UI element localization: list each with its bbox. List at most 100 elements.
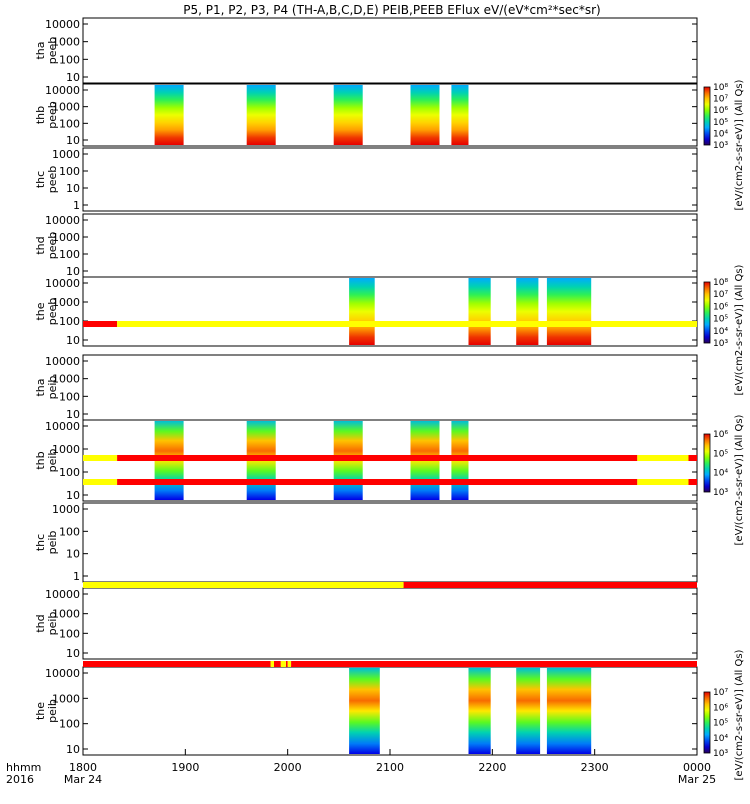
panel-frame bbox=[82, 276, 698, 347]
mode-bar bbox=[83, 661, 697, 667]
colorbar-tick-label: 10⁶ bbox=[713, 302, 728, 312]
panel-label-product: peeb bbox=[46, 37, 59, 65]
data-block bbox=[246, 85, 276, 145]
data-block bbox=[546, 668, 592, 754]
mode-segment bbox=[83, 321, 118, 327]
colorbar-tick-label: 10³ bbox=[713, 339, 728, 349]
colorbar-label: [eV/(cm2-s-sr-eV)] (All Qs) bbox=[734, 649, 745, 780]
y-tick-label: 1000 bbox=[52, 148, 80, 161]
colorbar-tick-label: 10³ bbox=[713, 749, 728, 759]
y-tick-label: 10000 bbox=[45, 420, 80, 433]
y-tick-label: 1000 bbox=[52, 373, 80, 386]
y-tick-label: 100 bbox=[59, 315, 80, 328]
y-tick-label: 10000 bbox=[45, 355, 80, 368]
y-tick-label: 1 bbox=[73, 199, 80, 212]
y-tick-label: 1000 bbox=[52, 692, 80, 705]
y-tick-label: 1000 bbox=[52, 231, 80, 244]
panel-frame bbox=[82, 587, 698, 660]
panel-label-probe: thd bbox=[34, 614, 47, 632]
x-tick-label: 2000 bbox=[274, 761, 302, 774]
y-tick-label: 1000 bbox=[52, 101, 80, 114]
colorbar-tick-label: 10³ bbox=[713, 141, 728, 151]
panel-label-product: peib bbox=[46, 612, 59, 636]
y-tick-label: 100 bbox=[59, 525, 80, 538]
panel-frame bbox=[82, 83, 698, 147]
y-tick-label: 100 bbox=[59, 248, 80, 261]
colorbar-tick-label: 10⁴ bbox=[713, 129, 728, 139]
colorbar-tick-label: 10⁷ bbox=[713, 688, 728, 698]
data-block bbox=[468, 278, 491, 345]
mode-segment bbox=[688, 479, 697, 485]
data-block bbox=[516, 278, 539, 345]
panel-label-probe: tha bbox=[34, 378, 47, 396]
data-block bbox=[349, 668, 380, 754]
y-tick-label: 10 bbox=[66, 647, 80, 660]
y-tick-label: 100 bbox=[59, 718, 80, 731]
colorbar-tick-label: 10⁴ bbox=[713, 327, 728, 337]
y-tick-label: 10000 bbox=[45, 667, 80, 680]
colorbar-scale bbox=[703, 281, 711, 344]
colorbar-tick-label: 10⁵ bbox=[713, 118, 728, 128]
colorbars-layer: 10³10⁴10⁵10⁶10⁷10⁸10³10⁴10⁵10⁶10⁷10⁸10³1… bbox=[703, 79, 745, 780]
colorbar-scale bbox=[703, 691, 711, 754]
panel-tha-peeb: 10 100 1000 10000 tha peeb bbox=[34, 17, 698, 84]
y-tick-label: 100 bbox=[59, 466, 80, 479]
panel-the-peeb: 10 100 1000 10000 the peeb bbox=[34, 276, 698, 347]
x-tick-label: 1800 bbox=[69, 761, 97, 774]
data-block bbox=[410, 85, 440, 145]
panel-thc-peib: 1 10 100 1000 thc peib bbox=[34, 502, 698, 583]
colorbar-label: [eV/(cm2-s-sr-eV)] (All Qs) bbox=[734, 264, 745, 395]
y-tick-label: 10000 bbox=[45, 588, 80, 601]
mode-segment bbox=[403, 582, 697, 588]
mode-segment bbox=[274, 661, 281, 667]
panel-frame bbox=[82, 502, 698, 583]
x-tick-label: 2100 bbox=[376, 761, 404, 774]
chart-title: P5, P1, P2, P3, P4 (TH-A,B,C,D,E) PEIB,P… bbox=[183, 3, 600, 17]
panel-label-probe: the bbox=[34, 702, 47, 720]
x-axis: 1800 1900 2000 2100 2200 2300 0000 Mar 24 Mar 25… bbox=[6, 749, 716, 786]
colorbar-tick-label: 10⁷ bbox=[713, 290, 728, 300]
y-tick-label: 1000 bbox=[52, 503, 80, 516]
colorbar-tick-label: 10⁸ bbox=[713, 83, 728, 93]
mode-bars-layer bbox=[83, 321, 698, 667]
panel-label-probe: thb bbox=[34, 451, 47, 469]
colorbar-tick-label: 10⁴ bbox=[713, 469, 728, 479]
colorbar: 10³ 10⁴ 10⁵ 10⁶ 10⁷ bbox=[703, 688, 728, 759]
mode-segment bbox=[688, 455, 697, 461]
panel-thc-peeb: 1 10 100 1000 thc peeb bbox=[34, 147, 698, 212]
y-tick-label: 10 bbox=[66, 334, 80, 347]
y-tick-label: 10 bbox=[66, 408, 80, 421]
panel-label-product: peib bbox=[46, 699, 59, 723]
colorbar-label: [eV/(cm2-s-sr-eV)] (All Qs) bbox=[734, 414, 745, 545]
mode-segment bbox=[637, 479, 689, 485]
data-block bbox=[516, 668, 541, 754]
panel-label-product: peib bbox=[46, 449, 59, 473]
mode-bar bbox=[83, 321, 698, 327]
mode-segment bbox=[83, 479, 118, 485]
y-tick-label: 10 bbox=[66, 134, 80, 147]
y-tick-label: 1000 bbox=[52, 608, 80, 621]
y-tick-label: 100 bbox=[59, 165, 80, 178]
x-axis-prefix: 2016 bbox=[6, 773, 34, 786]
mode-segment bbox=[291, 661, 697, 667]
panel-thd-peeb: 10 100 1000 10000 thd peeb bbox=[34, 213, 698, 278]
data-block bbox=[154, 85, 184, 145]
colorbar-tick-label: 10⁶ bbox=[713, 430, 728, 440]
x-date-label: Mar 24 bbox=[64, 773, 102, 786]
data-block bbox=[546, 278, 592, 345]
mode-segment bbox=[83, 582, 404, 588]
mode-segment bbox=[117, 321, 698, 327]
y-tick-label: 10000 bbox=[45, 214, 80, 227]
panel-thd-peib: 10 100 1000 10000 thd peib bbox=[34, 587, 698, 660]
x-axis-prefix: hhmm bbox=[6, 761, 41, 774]
panel-label-probe: thb bbox=[34, 106, 47, 124]
colorbar-scale bbox=[703, 86, 711, 146]
y-tick-label: 10 bbox=[66, 71, 80, 84]
x-tick-label: 2300 bbox=[581, 761, 609, 774]
y-tick-label: 10000 bbox=[45, 84, 80, 97]
y-tick-label: 10 bbox=[66, 489, 80, 502]
mode-segment bbox=[287, 661, 292, 667]
panel-label-product: peeb bbox=[46, 232, 59, 260]
